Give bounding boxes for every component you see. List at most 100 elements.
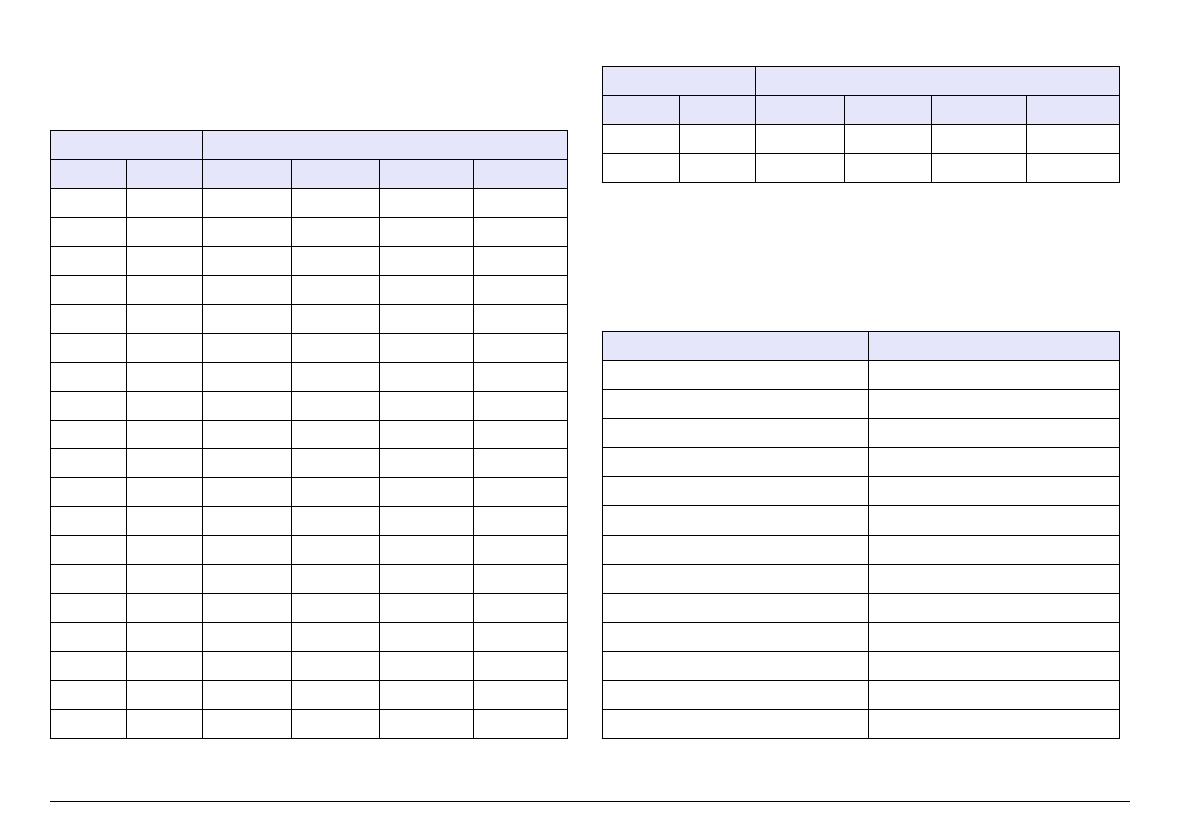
table-cell	[679, 124, 756, 154]
table-cell	[291, 679, 380, 710]
table-cell	[50, 477, 127, 508]
table-cell	[202, 708, 292, 739]
table-cell	[473, 708, 568, 739]
table-cell	[379, 361, 474, 392]
table-cell	[379, 274, 474, 305]
table-cell	[202, 245, 292, 276]
table-cell	[473, 535, 568, 566]
table-cell	[202, 361, 292, 392]
table-cell	[473, 477, 568, 508]
table-cell	[126, 245, 203, 276]
table-cell	[50, 448, 127, 479]
table-row	[50, 274, 568, 305]
table-cell	[126, 188, 203, 218]
column-header-cell	[50, 159, 127, 189]
table-cell	[291, 708, 380, 739]
table-cell	[126, 593, 203, 624]
table-cell	[379, 593, 474, 624]
table-cell	[291, 419, 380, 450]
table-cell	[868, 476, 1120, 507]
table-cell	[379, 622, 474, 652]
table-cell	[473, 188, 568, 218]
table-row	[602, 709, 1120, 740]
table-cell	[126, 477, 203, 508]
table-cell	[50, 216, 127, 247]
table-cell	[379, 245, 474, 276]
table-row	[50, 361, 568, 392]
table-cell	[202, 303, 292, 334]
table-cell	[291, 303, 380, 334]
table-cell	[868, 389, 1120, 420]
table-row	[602, 534, 1120, 565]
table-cell	[291, 593, 380, 624]
table-cell	[931, 153, 1027, 183]
table-cell	[50, 564, 127, 595]
table-cell	[202, 564, 292, 595]
table-cell	[379, 188, 474, 218]
table-row	[50, 245, 568, 276]
table-cell	[379, 506, 474, 537]
table-cell	[602, 709, 869, 740]
table-row	[602, 592, 1120, 623]
table-cell	[602, 621, 869, 652]
table-row	[50, 679, 568, 710]
table-cell	[202, 679, 292, 710]
table-row	[50, 419, 568, 450]
table-cell	[126, 622, 203, 652]
table-cell	[50, 651, 127, 681]
table-cell	[202, 622, 292, 652]
table-cell	[291, 651, 380, 681]
table-row	[602, 650, 1120, 682]
table-row	[50, 448, 568, 479]
table-cell	[602, 418, 869, 449]
header-row	[602, 95, 1120, 125]
table-cell	[379, 419, 474, 450]
table-cell	[50, 188, 127, 218]
table-cell	[473, 419, 568, 450]
table-row	[50, 708, 568, 739]
table-cell	[126, 390, 203, 421]
table-cell	[291, 245, 380, 276]
table-row	[602, 359, 1120, 391]
table-row	[602, 447, 1120, 478]
table-cell	[931, 124, 1027, 154]
table-cell	[473, 274, 568, 305]
table-cell	[291, 361, 380, 392]
table-cell	[473, 593, 568, 624]
table-cell	[379, 679, 474, 710]
table-cell	[50, 419, 127, 450]
table-cell	[473, 390, 568, 421]
table-cell	[602, 505, 869, 536]
table-cell	[202, 593, 292, 624]
right-bottom-table	[602, 331, 1120, 740]
table-cell	[868, 621, 1120, 652]
table-cell	[202, 448, 292, 479]
group-header-row	[50, 130, 568, 160]
table-cell	[868, 680, 1120, 711]
table-cell	[126, 651, 203, 681]
table-cell	[379, 303, 474, 334]
table-cell	[379, 564, 474, 595]
table-cell	[202, 332, 292, 363]
column-header-cell	[931, 95, 1027, 125]
table-cell	[50, 593, 127, 624]
group-header-cell	[50, 130, 203, 160]
table-cell	[126, 679, 203, 710]
table-cell	[1026, 124, 1120, 154]
column-header-cell	[202, 159, 292, 189]
table-cell	[202, 651, 292, 681]
table-cell	[473, 361, 568, 392]
table-cell	[291, 622, 380, 652]
column-header-cell	[1026, 95, 1120, 125]
table-cell	[291, 477, 380, 508]
group-header-row	[602, 66, 1120, 96]
table-row	[602, 680, 1120, 711]
table-cell	[379, 448, 474, 479]
table-row	[602, 124, 1120, 154]
table-cell	[602, 359, 869, 391]
table-cell	[50, 622, 127, 652]
table-cell	[844, 153, 932, 183]
table-cell	[473, 216, 568, 247]
table-row	[50, 564, 568, 595]
table-cell	[291, 535, 380, 566]
